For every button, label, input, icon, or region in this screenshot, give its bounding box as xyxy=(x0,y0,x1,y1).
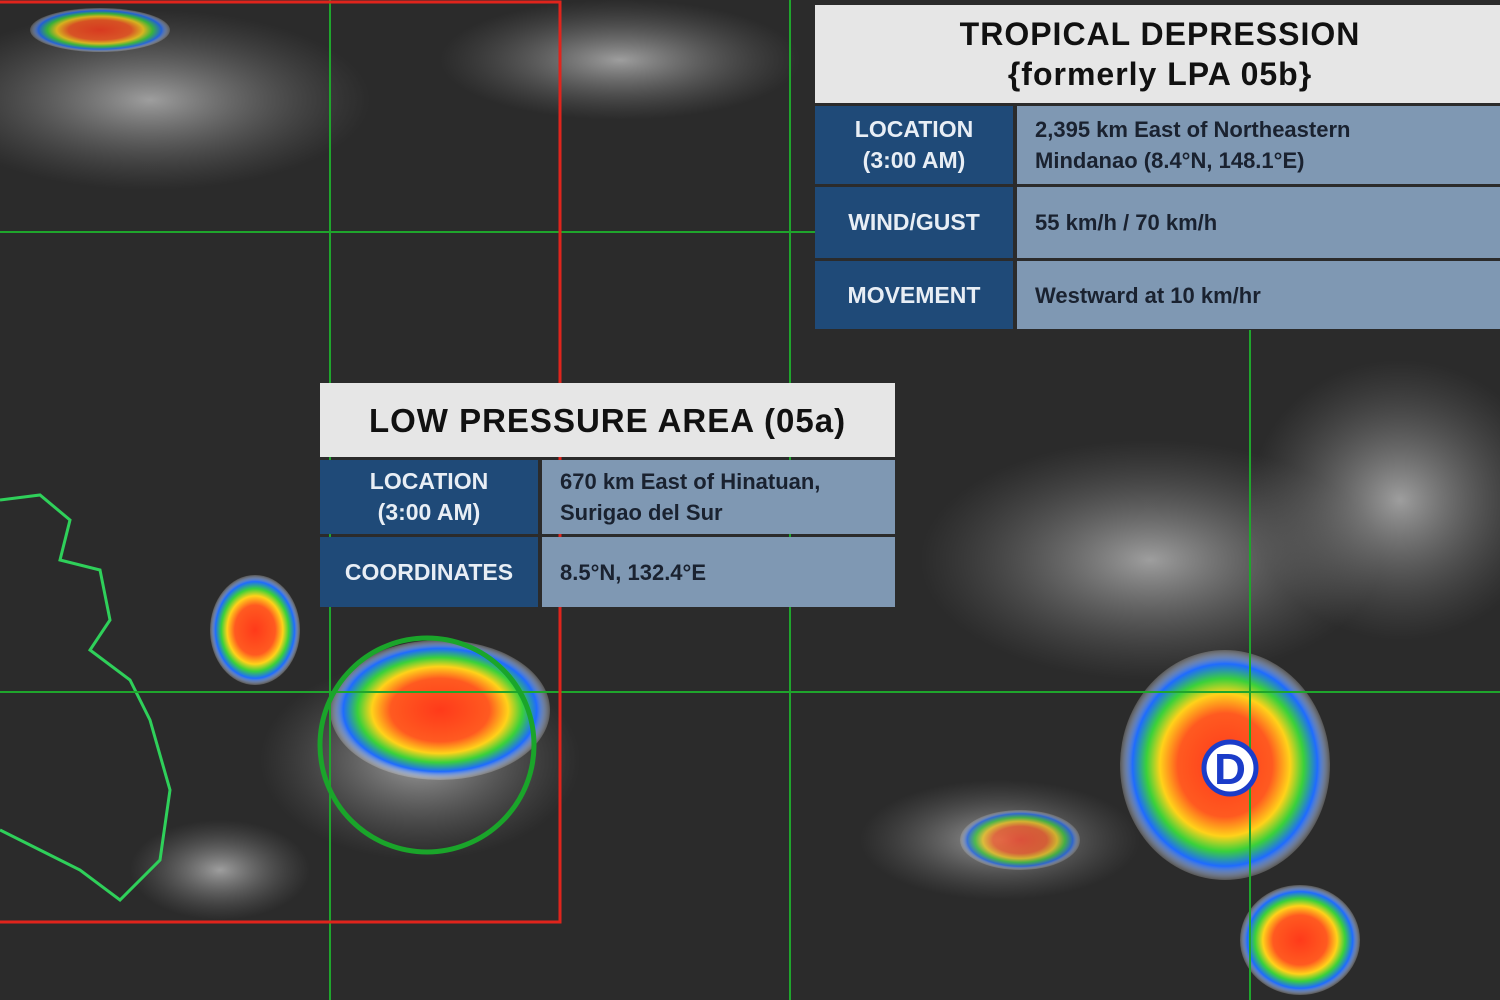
lpa-panel: LOW PRESSURE AREA (05a) LOCATION (3:00 AM)… xyxy=(320,383,895,607)
td-panel: TROPICAL DEPRESSION {formerly LPA 05b} LOC… xyxy=(815,5,1500,329)
title-line: TROPICAL DEPRESSION xyxy=(959,16,1361,52)
value-line: Mindanao (8.4°N, 148.1°E) xyxy=(1035,148,1305,173)
panel-title: LOW PRESSURE AREA (05a) xyxy=(320,383,895,457)
row-value: Westward at 10 km/hr xyxy=(1017,261,1500,329)
row-label: LOCATION (3:00 AM) xyxy=(815,106,1013,184)
row-label: WIND/GUST xyxy=(815,187,1013,258)
label-line: LOCATION xyxy=(854,116,974,142)
subtitle-line: {formerly LPA 05b} xyxy=(1007,56,1313,92)
row-label: MOVEMENT xyxy=(815,261,1013,329)
td-marker xyxy=(1201,739,1259,797)
row-value: 2,395 km East of Northeastern Mindanao (8… xyxy=(1017,106,1500,184)
td-marker-label: D xyxy=(1214,745,1246,794)
info-row: LOCATION (3:00 AM) 2,395 km East of Northe… xyxy=(815,106,1500,184)
info-row: COORDINATES 8.5°N, 132.4°E xyxy=(320,537,895,607)
value-line: 8.5°N, 132.4°E xyxy=(560,559,707,585)
label-line: LOCATION xyxy=(369,468,489,494)
info-row: LOCATION (3:00 AM) 670 km East of Hinatuan… xyxy=(320,460,895,534)
row-label: LOCATION (3:00 AM) xyxy=(320,460,538,534)
row-value: 55 km/h / 70 km/h xyxy=(1017,187,1500,258)
value-line: 55 km/h / 70 km/h xyxy=(1035,210,1218,235)
row-value: 8.5°N, 132.4°E xyxy=(542,537,895,607)
label-line: (3:00 AM) xyxy=(862,147,966,173)
value-line: Westward at 10 km/hr xyxy=(1035,282,1261,308)
info-row: MOVEMENT Westward at 10 km/hr xyxy=(815,261,1500,329)
panel-title: TROPICAL DEPRESSION {formerly LPA 05b} xyxy=(815,5,1500,103)
row-value: 670 km East of Hinatuan, Surigao del Sur xyxy=(542,460,895,534)
label-line: COORDINATES xyxy=(344,558,514,585)
label-line: MOVEMENT xyxy=(847,281,981,308)
title-line: LOW PRESSURE AREA (05a) xyxy=(368,401,847,439)
value-line: 2,395 km East of Northeastern xyxy=(1035,117,1351,142)
philippines-outline xyxy=(0,493,172,902)
label-line: (3:00 AM) xyxy=(377,499,481,525)
info-row: WIND/GUST 55 km/h / 70 km/h xyxy=(815,187,1500,258)
label-line: WIND/GUST xyxy=(848,209,980,235)
row-label: COORDINATES xyxy=(320,537,538,607)
lpa-circle xyxy=(317,635,537,855)
value-line: Surigao del Sur xyxy=(560,500,723,525)
value-line: 670 km East of Hinatuan, xyxy=(560,469,821,494)
